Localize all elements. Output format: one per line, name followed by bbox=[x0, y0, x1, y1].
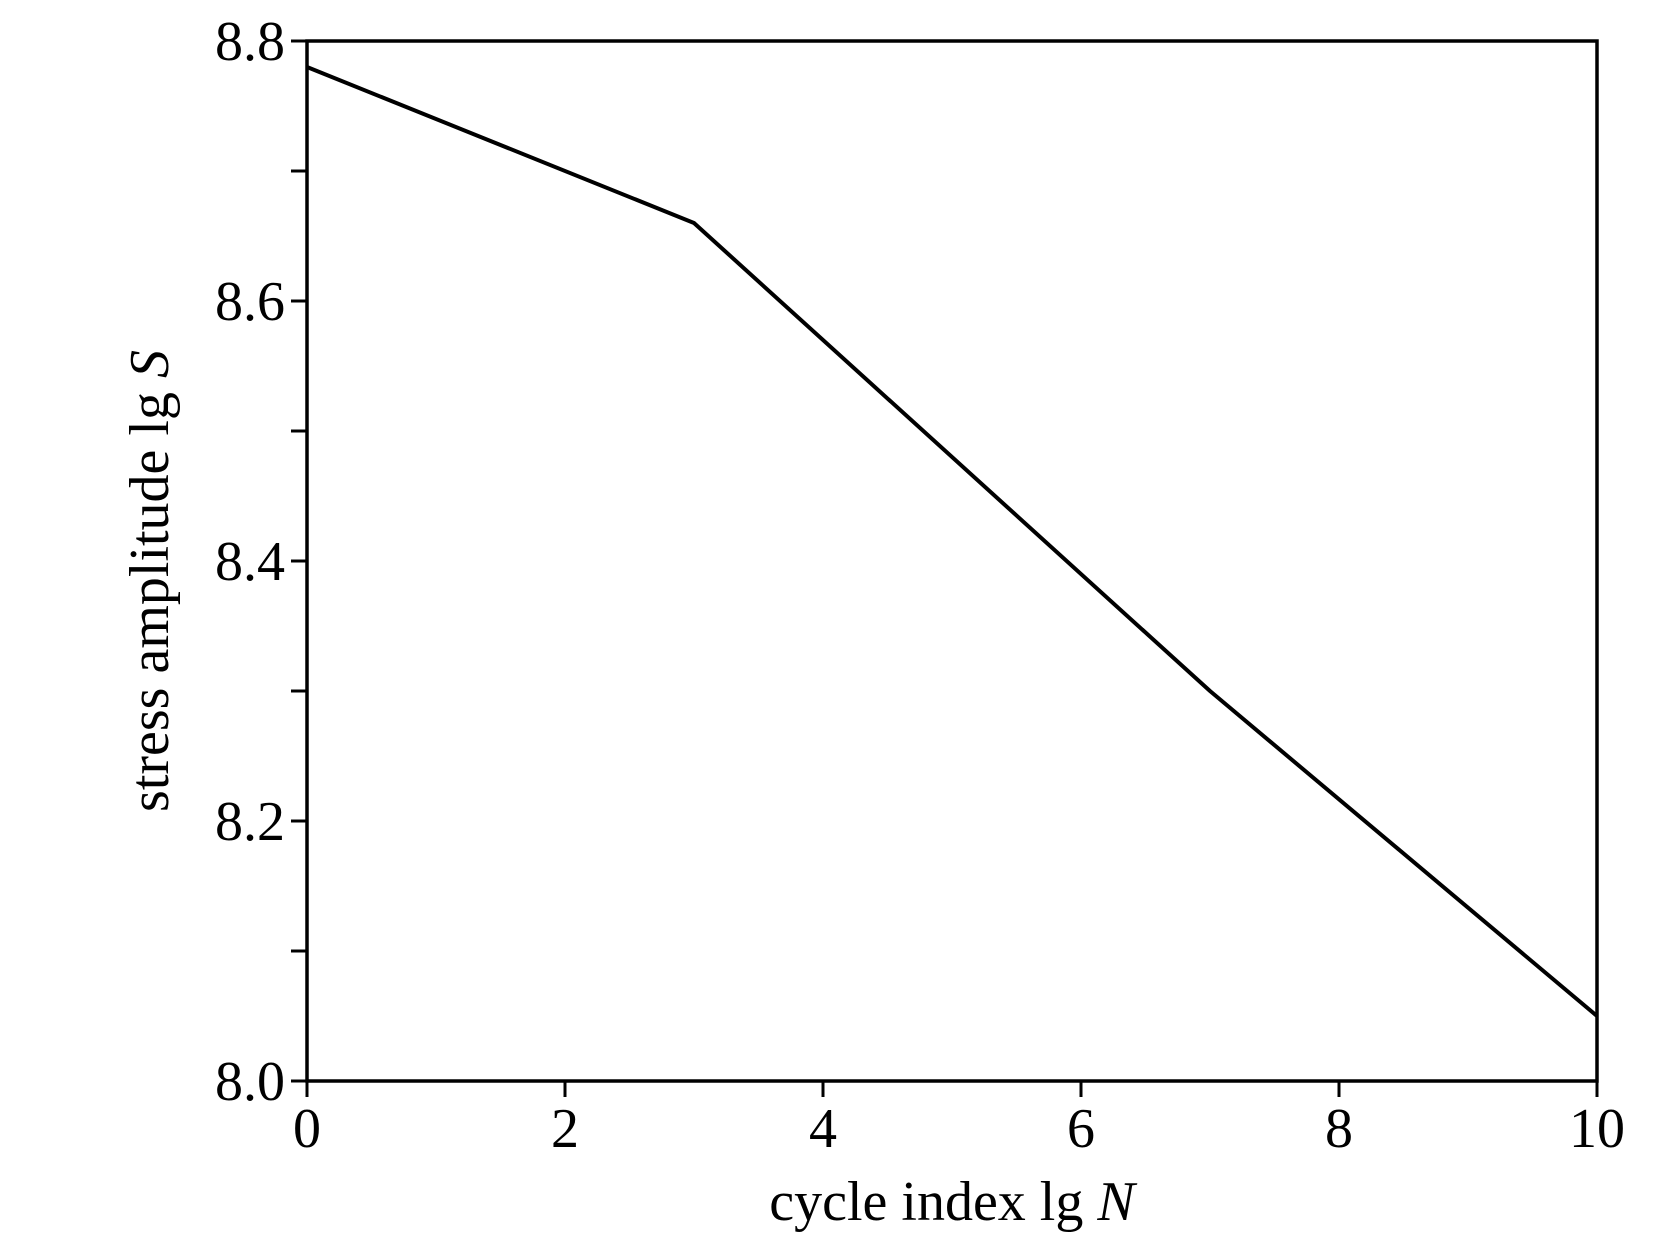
y-axis-title: stress amplitude lg S bbox=[119, 350, 181, 812]
y-tick-label: 8.2 bbox=[215, 791, 285, 853]
x-tick-label: 0 bbox=[293, 1098, 321, 1160]
x-tick-label: 6 bbox=[1067, 1098, 1095, 1160]
x-tick-label: 8 bbox=[1325, 1098, 1353, 1160]
y-tick-label: 8.6 bbox=[215, 271, 285, 333]
x-axis-title-variable: N bbox=[1096, 1171, 1137, 1233]
x-tick-label: 10 bbox=[1569, 1098, 1625, 1160]
x-tick-label: 2 bbox=[551, 1098, 579, 1160]
x-axis-title-text: cycle index lg bbox=[769, 1171, 1097, 1233]
y-axis-title-variable: S bbox=[119, 350, 181, 378]
y-tick-label: 8.8 bbox=[215, 11, 285, 73]
axes-frame bbox=[305, 39, 1599, 1083]
series-line bbox=[306, 65, 1599, 1018]
x-axis-title: cycle index lg N bbox=[769, 1171, 1137, 1233]
plot-layer bbox=[306, 65, 1599, 1018]
x-axis-ticks: 0 2 4 6 8 10 bbox=[293, 1081, 1625, 1160]
x-tick-label: 4 bbox=[809, 1098, 837, 1160]
y-tick-label: 8.0 bbox=[215, 1051, 285, 1113]
y-axis-title-text: stress amplitude lg bbox=[119, 378, 181, 812]
y-tick-label: 8.4 bbox=[215, 531, 285, 593]
y-axis-ticks: 8.0 8.2 8.4 8.6 8.8 bbox=[215, 11, 307, 1113]
